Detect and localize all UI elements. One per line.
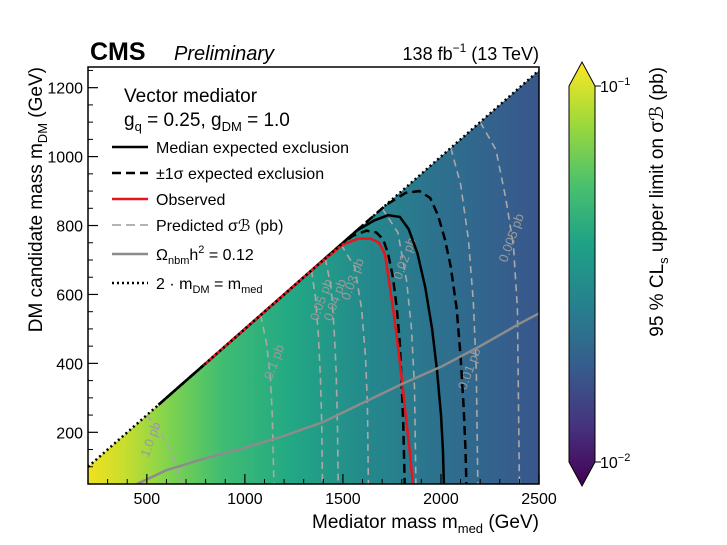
- y-axis: 200 400 600 800 1000 1200: [47, 69, 98, 468]
- series-line-3: [202, 237, 415, 484]
- colorbar-scale: [568, 60, 596, 488]
- heatmap-fill: [88, 70, 539, 484]
- heatmap-area: 1.0 pb0.1 pb0.05 pb0.04 pb0.03 pb 0.02 pb…: [88, 69, 539, 484]
- y-tick-label-4: 1000: [47, 150, 83, 167]
- legend: Vector mediator gq = 0.25, gDM = 1.0 Med…: [112, 86, 349, 296]
- legend-entry-kinematic: 2 · mDM = mmed: [156, 276, 263, 296]
- legend-entry-predicted: Predicted σℬ (pb): [156, 218, 283, 235]
- colorbar: 10−1 10−2 95 % CLs upper limit on σℬ (pb…: [568, 60, 671, 488]
- experiment-label: CMS: [90, 38, 146, 66]
- lumi-label: 138 fb−1 (13 TeV): [403, 41, 539, 64]
- legend-couplings: gq = 0.25, gDM = 1.0: [124, 110, 290, 134]
- y-tick-label-2: 600: [56, 287, 83, 304]
- xs-contour-6: [450, 147, 479, 484]
- x-axis: 500 1000 1500 2000 2500: [107, 474, 557, 508]
- xs-contour-2: [310, 270, 324, 484]
- y-axis-title: DM candidate mass mDM (GeV): [26, 67, 50, 332]
- plot-frame: [87, 66, 540, 485]
- limit-curves: [88, 69, 539, 484]
- y-tick-label-0: 200: [56, 425, 83, 442]
- x-tick-label-1: 1000: [227, 491, 263, 508]
- series-line-5: [88, 69, 539, 468]
- legend-entry-median: Median expected exclusion: [156, 140, 349, 157]
- x-tick-label-4: 2500: [521, 491, 557, 508]
- xs-contour-0: [146, 414, 183, 484]
- xs-contour-7: [479, 121, 521, 484]
- series-line-4: [136, 312, 539, 484]
- x-axis-title: Mediator mass mmed (GeV): [312, 512, 539, 536]
- xs-contour-1: [259, 314, 275, 484]
- y-tick-label-1: 400: [56, 356, 83, 373]
- legend-entry-observed: Observed: [156, 192, 225, 209]
- legend-model: Vector mediator: [124, 86, 258, 107]
- y-tick-label-3: 800: [56, 219, 83, 236]
- x-tick-label-2: 1500: [325, 491, 361, 508]
- legend-entry-sigma: ±1σ expected exclusion: [156, 166, 324, 183]
- xs-contour-3: [324, 258, 339, 484]
- y-tick-label-5: 1200: [47, 81, 83, 98]
- colorbar-title: 95 % CLs upper limit on σℬ (pb): [647, 67, 671, 337]
- x-tick-label-0: 500: [133, 491, 160, 508]
- xs-contour-5: [381, 207, 417, 484]
- colorbar-label-bottom: 10−2: [600, 452, 630, 472]
- x-tick-label-3: 2000: [423, 491, 459, 508]
- status-label: Preliminary: [174, 43, 275, 65]
- colorbar-label-top: 10−1: [600, 76, 630, 96]
- legend-entry-relic: Ωnbmh2 = 0.12: [156, 244, 254, 267]
